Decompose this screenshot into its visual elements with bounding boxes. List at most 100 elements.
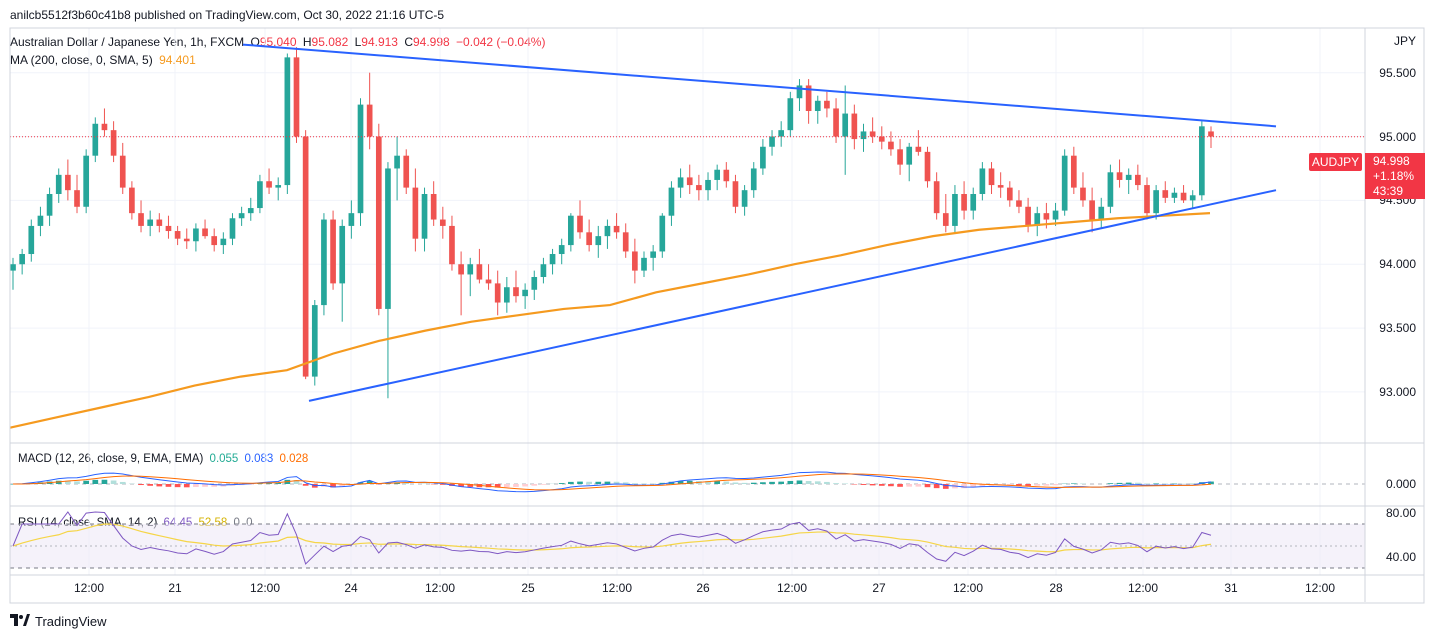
last-price-value: 94.998 — [1373, 154, 1410, 168]
candle-body — [1061, 155, 1068, 211]
candle-body — [860, 131, 867, 140]
candle-body — [37, 215, 44, 226]
macd-histogram-bar — [677, 481, 684, 484]
indicator-tick-label: 40.00 — [1385, 550, 1416, 564]
macd-histogram-bar — [174, 484, 181, 488]
candle-body — [1052, 210, 1059, 220]
candle-body — [668, 187, 675, 216]
macd-histogram-bar — [1016, 484, 1022, 486]
overlay-lines — [9, 43, 1365, 429]
time-tick-label: 12:00 — [1127, 581, 1159, 595]
high-label: H — [302, 35, 312, 49]
price-tick-label: 94.000 — [1379, 257, 1416, 272]
price-tick-label: 93.000 — [1379, 384, 1416, 399]
candle-body — [613, 225, 620, 233]
candle-body — [723, 169, 730, 182]
macd-histogram-bar — [10, 484, 16, 485]
candle-body — [375, 136, 382, 309]
macd-histogram-bar — [293, 479, 300, 484]
candle-body — [814, 100, 821, 111]
macd-histogram-bar — [147, 484, 154, 486]
tradingview-brand[interactable]: TradingView — [10, 614, 107, 629]
macd-histogram-bar — [83, 480, 89, 484]
macd-histogram-bar — [138, 484, 144, 486]
candle-body — [311, 305, 318, 377]
macd-histogram-bar — [833, 483, 839, 484]
upper-trendline — [242, 43, 1277, 128]
candle-body — [293, 57, 300, 137]
candle-body — [1043, 213, 1050, 220]
candle-body — [933, 181, 940, 214]
brand-name: TradingView — [35, 614, 107, 629]
candle-body — [878, 136, 885, 142]
macd-value-2: 0.083 — [244, 453, 274, 465]
time-tick-label: 12:00 — [249, 581, 281, 595]
macd-histogram-bar — [824, 481, 830, 484]
candle-body — [403, 155, 410, 188]
macd-histogram-bar — [622, 482, 629, 484]
symbol-name[interactable]: Australian Dollar / Japanese Yen, 1h, FX… — [10, 35, 245, 49]
candle-body — [119, 155, 126, 188]
candle-body — [129, 187, 135, 214]
candle-body — [174, 231, 181, 239]
macd-legend: MACD (12, 26, close, 9, EMA, EMA) 0.055 … — [18, 453, 311, 465]
macd-histogram-bar — [814, 481, 821, 484]
macd-histogram-bar — [686, 480, 693, 484]
candle-body — [778, 130, 785, 137]
macd-histogram-bar — [714, 481, 721, 484]
macd-value-1: 0.055 — [209, 453, 239, 465]
candle-body — [915, 146, 922, 152]
macd-histogram-bar — [979, 484, 986, 487]
candle-body — [275, 185, 282, 188]
macd-histogram-bar — [1006, 484, 1013, 486]
time-tick-label: 12:00 — [776, 581, 808, 595]
macd-histogram-bar — [65, 480, 71, 484]
macd-histogram-bar — [723, 481, 730, 484]
candle-body — [229, 218, 236, 239]
macd-value-3: 0.028 — [279, 453, 309, 465]
candle-body — [696, 185, 702, 191]
candle-body — [156, 219, 163, 226]
macd-histogram-bar — [632, 483, 638, 484]
macd-histogram-bar — [1052, 484, 1059, 486]
macd-histogram-bar — [485, 484, 492, 488]
last-price-box: 94.998 +1.18% 43:39 — [1365, 153, 1425, 199]
candle-body — [183, 238, 190, 242]
candle-body — [339, 225, 346, 284]
ma-label[interactable]: MA (200, close, 0, SMA, 5) — [10, 53, 153, 67]
open-value: 95.040 — [259, 35, 297, 49]
macd-histogram-bar — [558, 483, 565, 484]
candle-body — [595, 236, 602, 246]
candle-body — [247, 208, 254, 214]
candle-body — [568, 215, 574, 246]
rsi-ma-line — [12, 523, 1212, 553]
candle-body — [897, 149, 903, 165]
macd-histogram-bar — [915, 484, 922, 487]
open-label: O — [250, 35, 260, 49]
candle-body — [833, 108, 839, 137]
candle-body — [1070, 155, 1077, 188]
price-tick-label: 95.000 — [1379, 129, 1416, 144]
symbol-badge: AUDJPY — [1309, 153, 1362, 171]
macd-histogram-bar — [513, 484, 519, 487]
candle-body — [1125, 174, 1132, 180]
macd-histogram-bar — [494, 484, 501, 488]
macd-histogram-bar — [211, 484, 218, 487]
candle-body — [92, 123, 99, 156]
candle-body — [604, 225, 611, 237]
macd-label[interactable]: MACD (12, 26, close, 9, EMA, EMA) — [18, 453, 204, 465]
macd-histogram-bar — [330, 484, 336, 488]
time-tick-label: 12:00 — [424, 581, 456, 595]
candle-body — [467, 264, 474, 275]
candle-body — [522, 289, 528, 297]
candle-body — [10, 264, 16, 271]
candle-body — [741, 190, 748, 207]
candle-body — [266, 181, 272, 188]
macd-histogram-bar — [732, 482, 739, 484]
candle-body — [1025, 206, 1031, 226]
candle-body — [65, 174, 71, 191]
rsi-pane — [10, 511, 1365, 569]
candle-body — [787, 98, 794, 131]
candle-body — [476, 264, 483, 280]
